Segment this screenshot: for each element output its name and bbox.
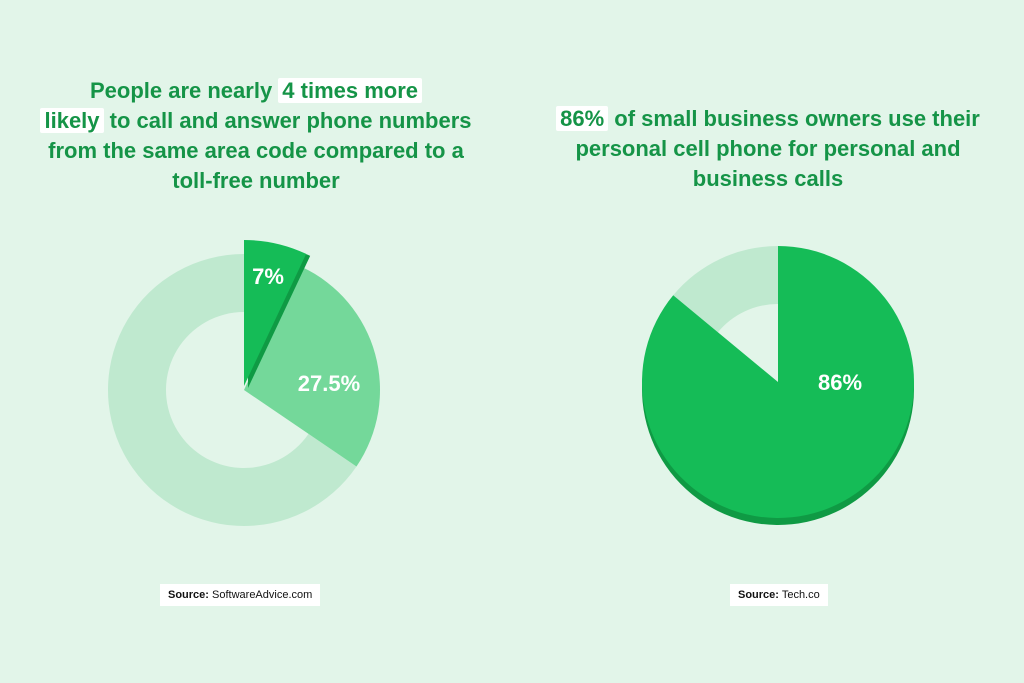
left-slice-remaining [108,254,357,526]
left-headline-part: People are nearly [89,78,279,103]
left-source-badge: Source: SoftwareAdvice.com [160,584,321,606]
right-headline-highlight: 86% [556,106,609,131]
left-headline-highlight: 4 times more [278,78,423,103]
left-source-name: SoftwareAdvice.com [208,589,313,601]
left-pie-chart: 7% 27.5% [108,240,380,526]
left-label-7: 7% [252,264,284,289]
right-slice-remaining [673,246,778,333]
right-source-label: Source: [738,589,779,601]
left-headline-highlight-2: likely [40,108,104,133]
right-headline-rest: of small business owners use their perso… [575,106,980,191]
right-headline: 86% of small business owners use their p… [542,104,994,194]
left-label-27-5: 27.5% [298,371,360,396]
left-slice-7 [244,240,307,386]
right-panel: 86% of small business owners use their p… [512,0,1024,683]
left-headline: People are nearly 4 times more likely to… [30,76,482,196]
left-slice-27-5 [244,266,380,467]
left-headline-rest: to call and answer phone numbers from th… [48,108,472,193]
right-label-86: 86% [818,370,862,395]
right-pie-chart: 86% [642,246,915,525]
right-slice-86 [642,246,914,518]
right-source-name: Tech.co [778,589,820,601]
left-source-label: Source: [168,589,209,601]
right-source-badge: Source: Tech.co [730,584,828,606]
left-panel: People are nearly 4 times more likely to… [30,76,482,606]
